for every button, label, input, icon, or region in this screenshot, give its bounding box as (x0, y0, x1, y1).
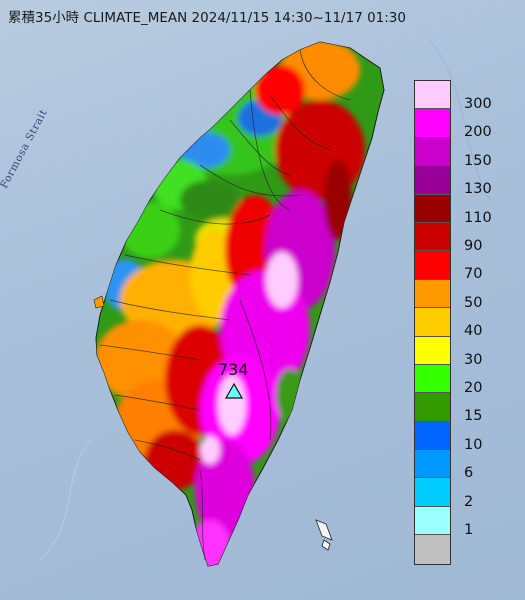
legend-swatch (415, 222, 450, 252)
legend-swatch (415, 109, 450, 138)
legend-swatch (415, 393, 450, 422)
legend-swatch (415, 308, 450, 337)
legend-label: 300 (464, 96, 492, 112)
legend-swatch (415, 535, 450, 564)
legend-swatch (415, 450, 450, 479)
legend-label: 6 (464, 465, 474, 482)
legend-label: 110 (464, 209, 492, 226)
legend-label: 20 (464, 380, 483, 396)
legend-label: 1 (464, 522, 474, 538)
legend-swatch (415, 364, 450, 394)
legend-label: 2 (464, 493, 474, 510)
legend-swatch (415, 251, 450, 280)
legend-swatch (415, 137, 450, 167)
legend-label: 30 (464, 351, 483, 368)
legend-swatch (415, 166, 450, 195)
legend-label: 70 (464, 266, 483, 283)
legend-label: 200 (464, 124, 492, 141)
legend-label: 10 (464, 436, 483, 453)
legend-swatch (415, 421, 450, 451)
legend-swatch (415, 478, 450, 507)
legend-swatch (415, 506, 450, 536)
legend-label: 150 (464, 152, 492, 169)
legend-label: 130 (464, 181, 492, 198)
legend-label: 90 (464, 238, 483, 254)
legend-label: 40 (464, 323, 483, 340)
legend-label: 50 (464, 294, 483, 311)
legend-swatch (415, 194, 450, 223)
legend-swatch (415, 81, 450, 110)
county-boundaries (99, 49, 351, 561)
peak-triangle-icon (224, 382, 244, 399)
color-legend (414, 80, 451, 565)
legend-swatch (415, 279, 450, 309)
peak-value: 734 (218, 360, 249, 379)
legend-swatch (415, 336, 450, 365)
legend-label: 15 (464, 408, 483, 425)
map-title: 累積35小時 CLIMATE_MEAN 2024/11/15 14:30~11/… (8, 10, 406, 26)
